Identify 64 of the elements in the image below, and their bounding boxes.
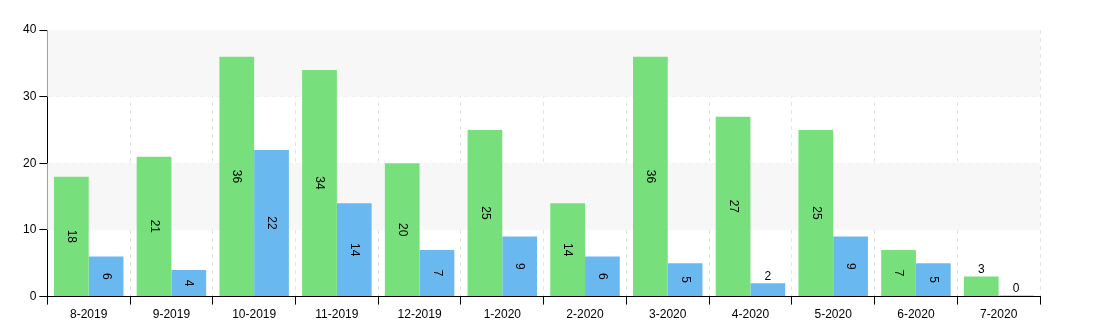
y-tick-label: 0 [29,288,37,303]
data-label: 4 [182,279,197,287]
bar [254,149,289,297]
y-tick-label: 30 [22,88,37,103]
bar [419,249,455,297]
x-tick-label: 5-2020 [814,307,853,322]
bar [219,56,255,297]
bar [585,256,620,297]
x-tick-label: 8-2019 [70,307,108,322]
bar [467,129,503,297]
data-label: 7 [892,269,907,277]
bar [963,276,999,297]
data-label: 34 [313,176,328,191]
data-label: 27 [726,199,741,214]
x-tick-label: 1-2020 [483,307,522,322]
data-label: 5 [926,276,941,284]
bar [833,236,868,297]
bar [667,263,703,297]
data-label: 0 [1012,280,1020,295]
x-tick-label: 12-2019 [397,307,442,322]
data-label: 2 [764,268,772,283]
bar [336,203,372,297]
bar [171,269,207,297]
x-tick-label: 9-2019 [152,307,191,322]
data-label: 7 [430,269,445,277]
bar [750,283,786,297]
x-tick-label: 6-2020 [897,307,935,322]
data-label: 18 [65,229,80,244]
data-label: 9 [844,263,859,271]
x-tick-label: 3-2020 [649,307,687,322]
y-tick-label: 40 [22,22,37,37]
bar [53,176,89,297]
bar [798,129,834,297]
bar [384,163,420,297]
data-label: 22 [265,216,280,231]
x-tick-label: 4-2020 [731,307,770,322]
bar [633,56,668,297]
bar [715,116,751,297]
x-tick-label: 7-2020 [979,307,1018,322]
data-label: 3 [977,261,985,276]
bar [136,156,172,297]
data-label: 20 [395,223,410,237]
data-label: 25 [478,206,493,221]
bar [302,69,337,297]
data-label: 21 [147,219,162,234]
x-tick-label: 10-2019 [232,307,277,322]
x-tick-label: 11-2019 [315,307,359,322]
data-label: 6 [99,273,114,281]
bar [915,263,951,297]
x-tick-label: 2-2020 [566,307,605,322]
data-label: 9 [513,263,528,271]
data-label: 14 [561,243,576,257]
bar [88,256,124,297]
bar [550,203,586,297]
data-label: 5 [678,276,693,284]
bar [502,236,538,297]
data-label: 14 [347,243,362,257]
data-label: 25 [809,206,824,221]
data-label: 6 [596,273,611,281]
data-label: 36 [644,169,659,184]
data-label: 36 [230,169,245,184]
y-tick-label: 10 [22,222,37,237]
y-tick-label: 20 [22,155,37,170]
bar [881,249,916,297]
